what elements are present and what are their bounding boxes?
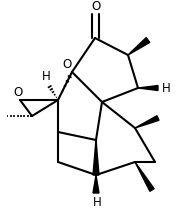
Polygon shape: [93, 140, 99, 175]
Text: H: H: [42, 70, 50, 84]
Text: O: O: [91, 0, 101, 13]
Polygon shape: [93, 175, 99, 193]
Text: H: H: [162, 81, 170, 95]
Polygon shape: [135, 162, 154, 191]
Text: O: O: [62, 59, 72, 71]
Polygon shape: [135, 116, 159, 128]
Text: O: O: [13, 86, 23, 100]
Text: H: H: [93, 195, 101, 208]
Polygon shape: [128, 38, 150, 55]
Polygon shape: [138, 86, 158, 91]
